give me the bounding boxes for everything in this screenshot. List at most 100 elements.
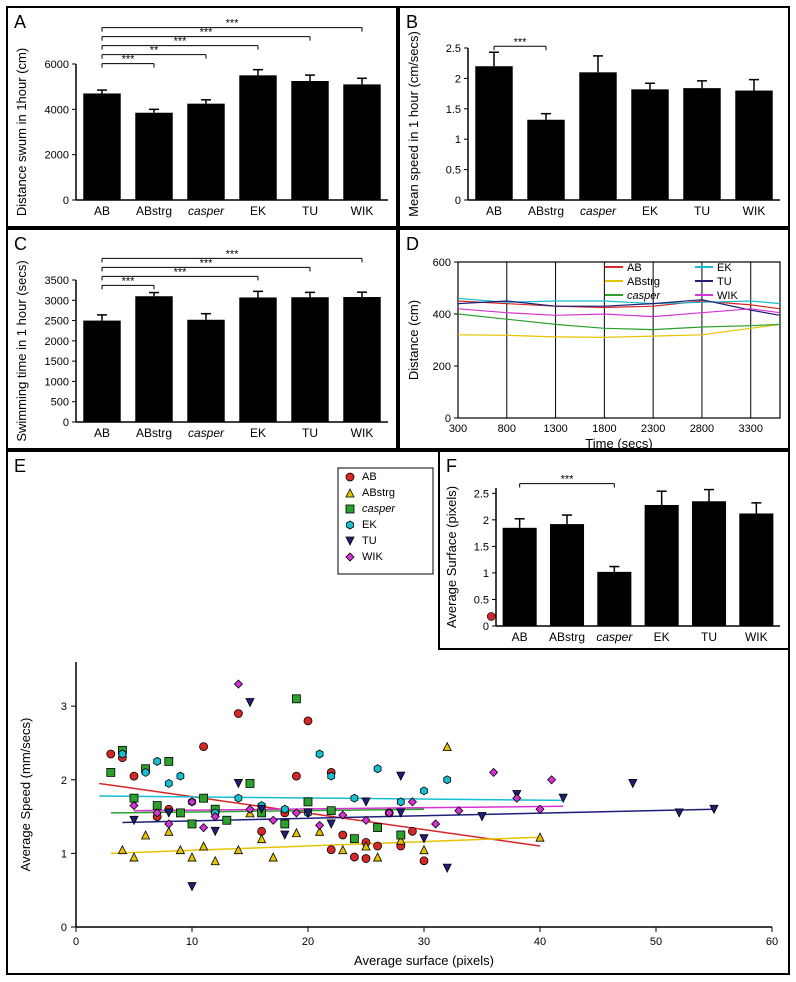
svg-text:2000: 2000 — [45, 336, 69, 348]
svg-text:***: *** — [561, 474, 575, 486]
panel-c: C 0500100015002000250030003500ABABstrgca… — [6, 228, 398, 450]
svg-text:6000: 6000 — [45, 59, 69, 71]
svg-text:WIK: WIK — [362, 551, 383, 563]
svg-text:TU: TU — [694, 204, 710, 218]
panel-a-label: A — [14, 12, 26, 33]
svg-text:AB: AB — [486, 204, 502, 218]
svg-text:1: 1 — [483, 568, 489, 580]
svg-text:WIK: WIK — [351, 204, 374, 218]
svg-text:AB: AB — [627, 262, 642, 274]
svg-text:Time (secs): Time (secs) — [585, 436, 652, 451]
svg-text:2: 2 — [483, 515, 489, 527]
svg-text:0.5: 0.5 — [446, 165, 461, 177]
svg-text:casper: casper — [627, 290, 661, 302]
svg-text:2.5: 2.5 — [474, 488, 489, 500]
svg-text:TU: TU — [302, 426, 318, 440]
panel-f: F 00.511.522.5ABABstrgcasperEKTUWIK***Av… — [438, 450, 790, 650]
svg-text:3000: 3000 — [45, 295, 69, 307]
figure-root: { "layout": { "width": 796, "height": 98… — [0, 0, 796, 981]
svg-text:2.5: 2.5 — [446, 43, 461, 55]
svg-text:4000: 4000 — [45, 104, 69, 116]
svg-text:Average Surface (pixels): Average Surface (pixels) — [444, 486, 459, 628]
svg-text:casper: casper — [362, 503, 396, 515]
svg-text:ABstrg: ABstrg — [136, 204, 172, 218]
svg-text:1: 1 — [455, 134, 461, 146]
svg-text:casper: casper — [188, 426, 225, 440]
svg-text:1000: 1000 — [45, 376, 69, 388]
svg-text:0: 0 — [445, 413, 451, 425]
svg-text:0: 0 — [455, 195, 461, 207]
svg-text:EK: EK — [654, 630, 670, 644]
svg-text:400: 400 — [433, 309, 451, 321]
svg-text:60: 60 — [766, 936, 778, 948]
svg-text:10: 10 — [186, 936, 198, 948]
svg-text:Average Speed (mm/secs): Average Speed (mm/secs) — [18, 718, 33, 872]
svg-text:0: 0 — [61, 922, 67, 934]
svg-text:300: 300 — [449, 423, 467, 435]
panel-d-label: D — [406, 234, 419, 255]
svg-text:AB: AB — [94, 426, 110, 440]
svg-text:1: 1 — [61, 848, 67, 860]
svg-text:3: 3 — [61, 701, 67, 713]
svg-text:**: ** — [150, 45, 159, 57]
svg-text:***: *** — [122, 54, 136, 66]
svg-text:AB: AB — [362, 471, 377, 483]
svg-text:Distance (cm): Distance (cm) — [406, 300, 421, 380]
svg-text:***: *** — [122, 275, 136, 287]
svg-text:0: 0 — [73, 936, 79, 948]
svg-text:200: 200 — [433, 361, 451, 373]
svg-text:TU: TU — [302, 204, 318, 218]
svg-text:2000: 2000 — [45, 150, 69, 162]
svg-text:ABstrg: ABstrg — [549, 630, 585, 644]
svg-text:2: 2 — [455, 73, 461, 85]
svg-text:casper: casper — [580, 204, 617, 218]
svg-text:***: *** — [200, 257, 214, 269]
svg-text:EK: EK — [362, 519, 377, 531]
panel-b: B 00.511.522.5ABABstrgcasperEKTUWIK***Me… — [398, 6, 790, 228]
svg-text:EK: EK — [250, 426, 266, 440]
svg-text:casper: casper — [188, 204, 225, 218]
svg-text:800: 800 — [498, 423, 516, 435]
panel-d-svg: 300800130018002300280033000200400600Time… — [400, 230, 792, 452]
svg-text:***: *** — [226, 248, 240, 260]
panel-c-svg: 0500100015002000250030003500ABABstrgcasp… — [8, 230, 400, 452]
svg-text:AB: AB — [94, 204, 110, 218]
svg-text:***: *** — [174, 266, 188, 278]
svg-text:0: 0 — [483, 621, 489, 633]
svg-text:casper: casper — [596, 630, 633, 644]
svg-text:500: 500 — [51, 397, 69, 409]
svg-text:1.5: 1.5 — [474, 541, 489, 553]
svg-text:1800: 1800 — [592, 423, 616, 435]
svg-text:0: 0 — [63, 195, 69, 207]
svg-text:EK: EK — [717, 262, 732, 274]
svg-text:ABstrg: ABstrg — [528, 204, 564, 218]
svg-text:2300: 2300 — [641, 423, 665, 435]
svg-text:3300: 3300 — [738, 423, 762, 435]
panel-d: D 300800130018002300280033000200400600Ti… — [398, 228, 790, 450]
svg-text:ABstrg: ABstrg — [136, 426, 172, 440]
panel-b-svg: 00.511.522.5ABABstrgcasperEKTUWIK***Mean… — [400, 8, 792, 230]
svg-text:0.5: 0.5 — [474, 594, 489, 606]
svg-text:EK: EK — [250, 204, 266, 218]
svg-text:20: 20 — [302, 936, 314, 948]
svg-text:TU: TU — [717, 276, 732, 288]
svg-text:TU: TU — [701, 630, 717, 644]
svg-text:WIK: WIK — [717, 290, 738, 302]
panel-a-svg: 0200040006000ABABstrgcasperEKTUWIK******… — [8, 8, 400, 230]
svg-text:1300: 1300 — [543, 423, 567, 435]
panel-e-label: E — [14, 456, 26, 477]
panel-a: A 0200040006000ABABstrgcasperEKTUWIK****… — [6, 6, 398, 228]
svg-text:0: 0 — [63, 417, 69, 429]
svg-text:***: *** — [514, 36, 528, 48]
panel-c-label: C — [14, 234, 27, 255]
svg-text:50: 50 — [650, 936, 662, 948]
svg-text:600: 600 — [433, 257, 451, 269]
svg-text:Average surface (pixels): Average surface (pixels) — [354, 953, 494, 968]
svg-text:3500: 3500 — [45, 275, 69, 287]
svg-text:ABstrg: ABstrg — [362, 487, 395, 499]
svg-text:WIK: WIK — [745, 630, 768, 644]
svg-text:***: *** — [174, 36, 188, 48]
svg-text:WIK: WIK — [351, 426, 374, 440]
svg-text:2: 2 — [61, 775, 67, 787]
svg-text:AB: AB — [512, 630, 528, 644]
